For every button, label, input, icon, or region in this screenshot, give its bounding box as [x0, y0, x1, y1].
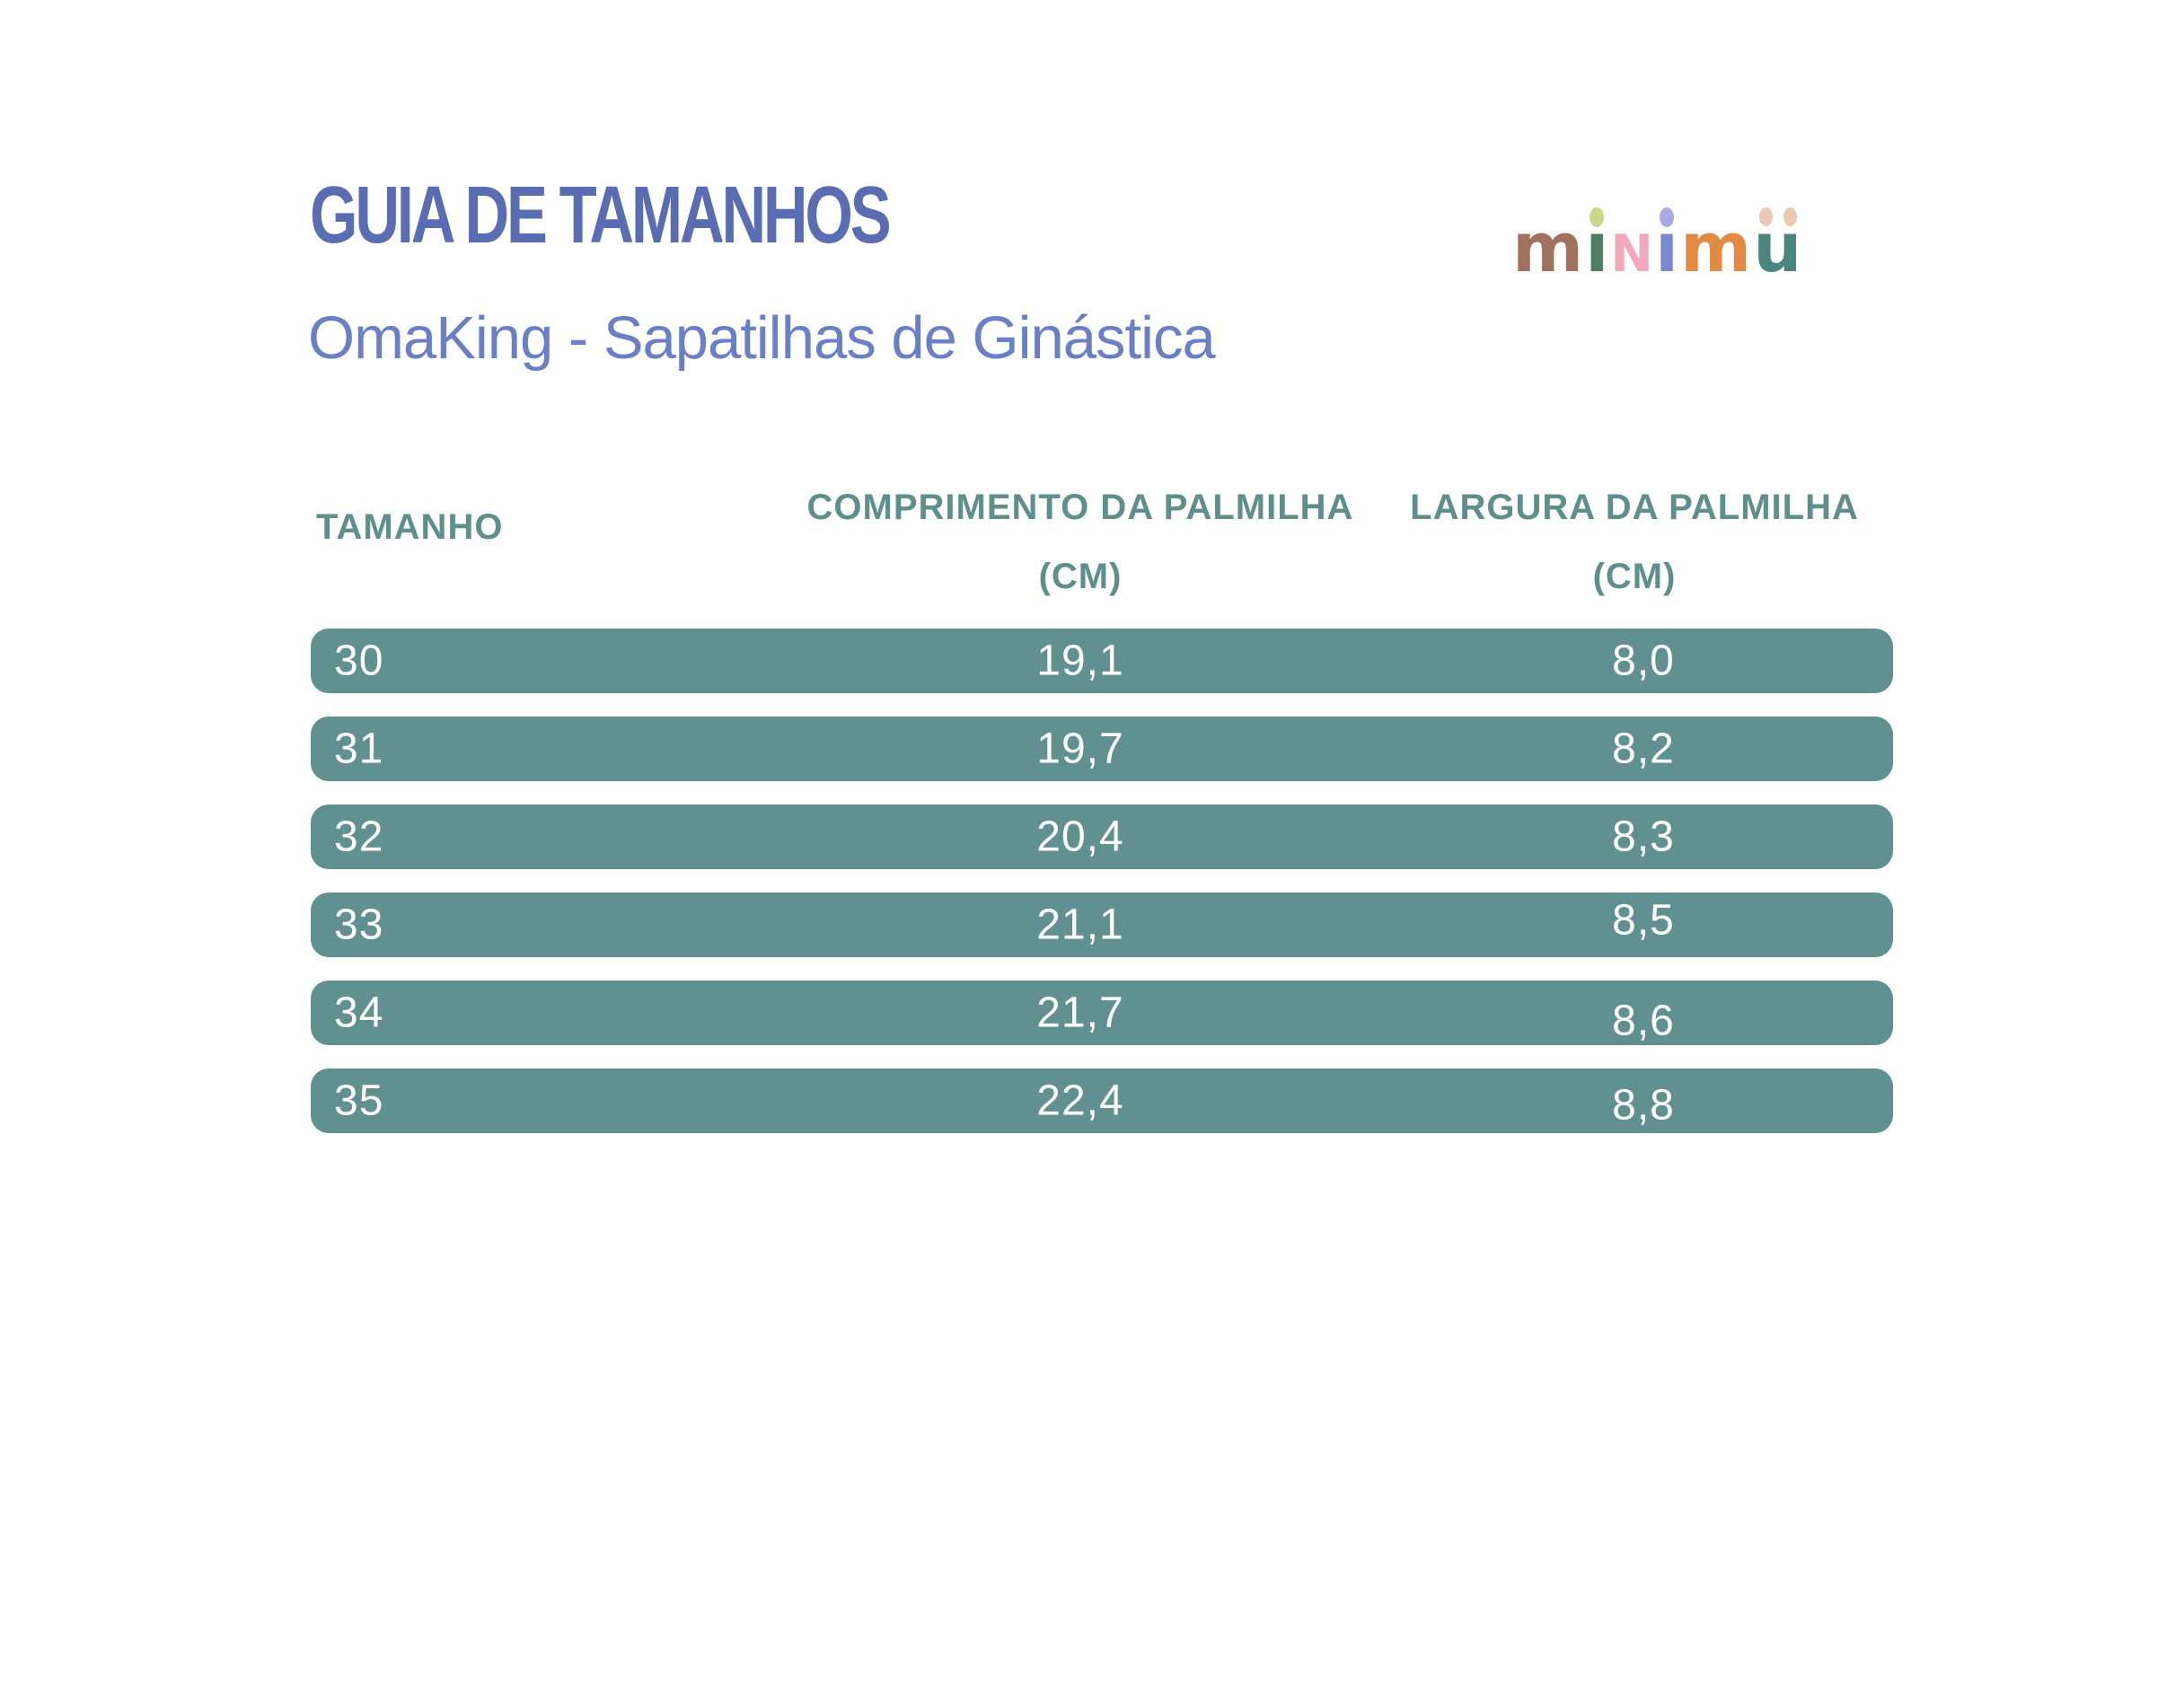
product-name: OmaKing - Sapatilhas de Ginástica	[308, 304, 1216, 372]
column-header-comprimento-line1: COMPRIMENTO DA PALMILHA	[806, 488, 1354, 527]
table-row: 33 21,1 8,5	[311, 893, 1893, 957]
comprimento-value: 22,4	[1036, 1077, 1124, 1125]
table-row: 34 21,7 8,6	[311, 981, 1893, 1045]
page-title: GUIA DE TAMANHOS	[310, 170, 892, 260]
largura-value: 8,6	[1612, 997, 1675, 1045]
tamanho-value: 31	[334, 725, 384, 773]
logo-letter-m1: m	[1512, 207, 1584, 287]
largura-value: 8,8	[1612, 1081, 1675, 1130]
logo-umlaut-dot-icon	[1783, 207, 1798, 226]
column-header-largura-line1: LARGURA DA PALMILHA	[1410, 488, 1859, 527]
largura-value: 8,2	[1612, 725, 1675, 773]
column-header-comprimento: COMPRIMENTO DA PALMILHA (CM)	[793, 473, 1368, 611]
logo-letter-u: u	[1753, 207, 1802, 287]
tamanho-value: 35	[334, 1077, 384, 1125]
brand-logo: mı Nı mu	[1511, 207, 1802, 287]
logo-i-dot-icon	[1660, 207, 1675, 227]
table-row: 35 22,4 8,8	[311, 1068, 1893, 1133]
table-row: 31 19,7 8,2	[311, 717, 1893, 781]
tamanho-value: 34	[334, 989, 384, 1037]
column-header-largura: LARGURA DA PALMILHA (CM)	[1374, 473, 1895, 611]
comprimento-value: 19,1	[1036, 637, 1124, 685]
logo-letter-n: N	[1610, 224, 1653, 284]
column-header-largura-line2: (CM)	[1592, 557, 1677, 596]
largura-value: 8,0	[1612, 637, 1675, 685]
logo-umlaut-dot-icon	[1759, 207, 1774, 226]
logo-i-dot-icon	[1590, 207, 1605, 227]
logo-letter-i1: ı	[1585, 207, 1609, 287]
table-row: 30 19,1 8,0	[311, 629, 1893, 693]
largura-value: 8,5	[1612, 896, 1675, 945]
tamanho-value: 33	[334, 901, 384, 949]
largura-value: 8,3	[1612, 813, 1675, 861]
comprimento-value: 19,7	[1036, 725, 1124, 773]
table-row: 32 20,4 8,3	[311, 805, 1893, 869]
column-header-comprimento-line2: (CM)	[1038, 557, 1123, 596]
tamanho-value: 32	[334, 813, 384, 861]
logo-letter-m2: m	[1680, 207, 1752, 287]
comprimento-value: 21,1	[1036, 901, 1124, 949]
comprimento-value: 20,4	[1036, 813, 1124, 861]
logo-letter-i2: ı	[1654, 207, 1679, 287]
tamanho-value: 30	[334, 637, 384, 685]
column-header-tamanho: TAMANHO	[316, 507, 504, 547]
comprimento-value: 21,7	[1036, 989, 1124, 1037]
